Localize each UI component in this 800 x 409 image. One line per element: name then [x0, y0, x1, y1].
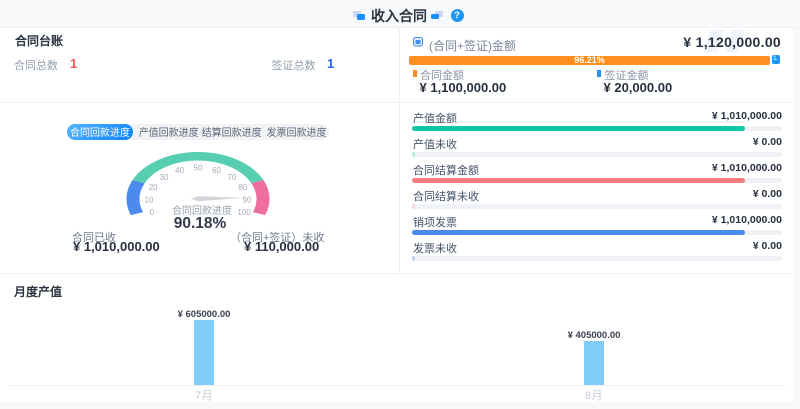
- svg-text:0: 0: [150, 208, 155, 217]
- svg-text:90: 90: [243, 195, 252, 204]
- svg-text:10: 10: [145, 195, 154, 204]
- svg-text:50: 50: [194, 164, 203, 173]
- svg-text:100: 100: [237, 208, 251, 217]
- svg-text:80: 80: [238, 183, 247, 192]
- svg-text:70: 70: [228, 173, 237, 182]
- svg-text:40: 40: [175, 166, 184, 175]
- svg-text:60: 60: [212, 166, 221, 175]
- svg-text:20: 20: [149, 183, 158, 192]
- svg-text:30: 30: [160, 173, 169, 182]
